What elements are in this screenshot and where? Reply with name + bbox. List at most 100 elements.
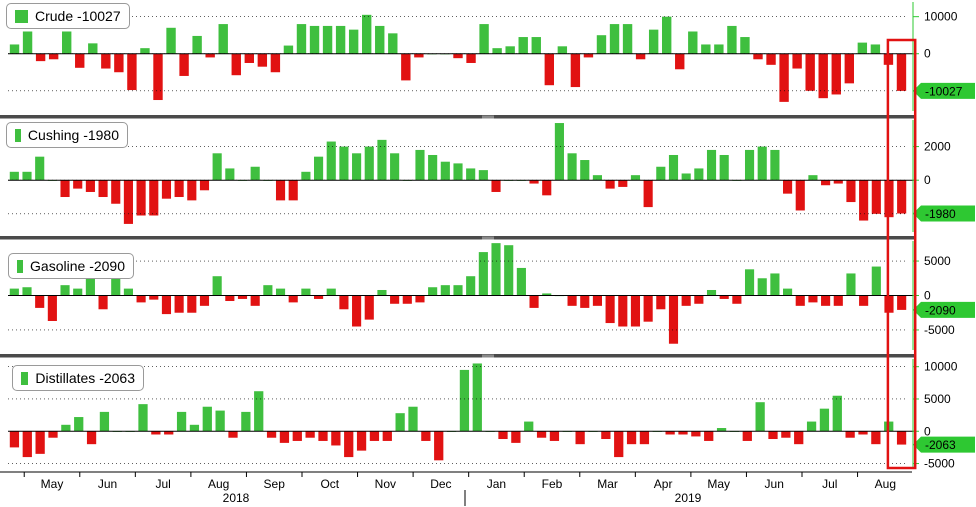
- crude-bar: [166, 27, 176, 54]
- distillates-bar: [858, 431, 868, 435]
- x-year-label: 2018: [223, 491, 250, 505]
- crude-bar: [779, 53, 789, 102]
- cushing-bar: [542, 180, 552, 196]
- crude-bar: [805, 53, 815, 91]
- gasoline-bar: [187, 295, 197, 313]
- gasoline-y-tick-label: 0: [924, 289, 931, 303]
- crude-bar: [48, 53, 59, 60]
- gasoline-bar: [630, 295, 641, 327]
- distillates-y-tick-label: 0: [924, 424, 931, 438]
- x-month-label: Jun: [98, 477, 117, 491]
- crude-bar: [140, 48, 150, 54]
- legend-swatch: [21, 371, 29, 385]
- distillates-bar: [408, 406, 418, 432]
- crude-bar: [818, 53, 828, 99]
- gasoline-bar: [377, 289, 387, 296]
- distillates-bar: [292, 431, 302, 441]
- cushing-bar: [85, 180, 95, 192]
- gasoline-bar: [783, 288, 793, 296]
- gasoline-y-tick-label: 5000: [924, 254, 951, 268]
- gasoline-bar: [681, 295, 691, 306]
- crude-bar: [557, 46, 568, 54]
- cushing-bar: [9, 171, 19, 181]
- cushing-bar: [111, 180, 121, 204]
- x-month-label: Jul: [822, 477, 837, 491]
- crude-bar: [492, 48, 502, 54]
- distillates-bar: [48, 431, 58, 438]
- cushing-bar: [592, 175, 602, 181]
- crude-bar: [322, 25, 333, 54]
- bars-layer: [9, 14, 907, 461]
- gasoline-bar: [174, 295, 184, 313]
- cushing-bar: [630, 175, 641, 181]
- cushing-bar: [783, 180, 793, 194]
- cushing-bar: [757, 146, 767, 181]
- crude-bar: [583, 53, 594, 58]
- distillates-bar: [35, 431, 45, 454]
- gasoline-bar: [339, 295, 349, 310]
- legend-label: Distillates: [35, 370, 96, 386]
- gasoline-bar: [47, 295, 57, 321]
- gasoline-bar: [770, 273, 780, 296]
- distillates-bar: [74, 417, 84, 432]
- distillates-bar: [344, 431, 354, 458]
- crude-bar: [466, 53, 476, 63]
- distillates-bar: [614, 431, 624, 458]
- cushing-bar: [871, 180, 881, 214]
- gasoline-bar: [618, 295, 628, 327]
- distillates-bar: [575, 431, 585, 445]
- crude-bar: [9, 44, 20, 54]
- distillates-bar: [151, 431, 161, 435]
- distillates-bar: [279, 431, 290, 443]
- gasoline-bar: [592, 295, 602, 306]
- cushing-bar: [174, 180, 184, 198]
- gasoline-bar: [314, 295, 324, 299]
- distillates-bar: [61, 424, 71, 432]
- gasoline-bar: [301, 288, 311, 296]
- cushing-bar: [567, 153, 577, 181]
- crude-bar: [101, 53, 111, 69]
- distillates-bar: [228, 431, 238, 438]
- gasoline-bar: [567, 295, 577, 306]
- x-month-label: Mar: [597, 477, 618, 491]
- cushing-bar: [301, 171, 311, 181]
- crude-bar: [727, 25, 737, 54]
- cushing-bar: [529, 180, 539, 184]
- gasoline-bar: [871, 266, 881, 296]
- gasoline-bar: [580, 295, 590, 308]
- crude-bar: [766, 53, 776, 65]
- crude-bar: [75, 53, 85, 68]
- gasoline-bar: [364, 295, 374, 320]
- cushing-bar: [744, 149, 755, 181]
- crude-bar: [857, 42, 868, 54]
- crude-bar: [870, 44, 881, 54]
- crude-bar: [192, 35, 202, 54]
- gasoline-bar: [275, 288, 286, 296]
- gasoline-bar: [795, 295, 805, 306]
- crude-latest-tag-text: -10027: [925, 84, 963, 98]
- distillates-bar: [845, 431, 855, 438]
- distillates-bar: [524, 421, 534, 432]
- distillates-latest-tag-text: -2063: [925, 438, 956, 452]
- crude-bar: [635, 53, 646, 60]
- legend-distillates: Distillates -2063: [12, 365, 144, 391]
- gasoline-bar: [859, 295, 869, 306]
- distillates-bar: [704, 431, 714, 441]
- gasoline-bar: [352, 295, 362, 327]
- distillates-bar: [202, 406, 212, 432]
- crude-bar: [22, 31, 33, 54]
- distillates-bar: [421, 431, 431, 441]
- crude-bar: [309, 25, 320, 54]
- gasoline-bar: [390, 295, 400, 304]
- cushing-latest-tag-text: -1980: [925, 207, 956, 221]
- crude-bar: [518, 37, 528, 54]
- cushing-bar: [643, 180, 653, 208]
- cushing-bar: [706, 149, 717, 181]
- crude-bar: [362, 14, 372, 54]
- crude-bar: [296, 24, 307, 54]
- x-month-label: May: [707, 477, 730, 491]
- cushing-bar: [605, 180, 615, 189]
- gasoline-bar: [111, 274, 121, 296]
- crude-bar: [179, 53, 189, 76]
- cushing-bar: [199, 180, 210, 191]
